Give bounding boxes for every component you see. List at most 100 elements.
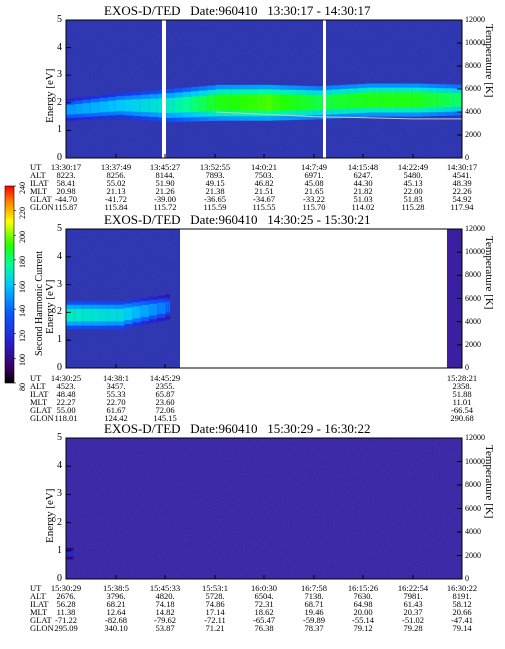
panel-2-table-cell: 2358. (452, 381, 472, 391)
panel-2-table-cell: 72.06 (155, 405, 175, 415)
band-segment (264, 94, 274, 111)
panel-3-table-cell: 4820. (155, 591, 175, 601)
panel-3-table-cell: 16:7:58 (301, 583, 327, 593)
panel-2-row-label: GLAT (30, 405, 52, 415)
panel-2-ytick-label: 2 (57, 306, 62, 318)
panel-3-table-cell: 5728. (205, 591, 225, 601)
band-segment (66, 104, 75, 115)
panel-1-row-label: ALT (30, 170, 46, 180)
band-segment (149, 303, 158, 316)
colorbar-tick-label: 140 (18, 305, 27, 318)
panel-3-table-cell: 20.66 (452, 607, 472, 617)
panel-3-table-cell: -79.62 (154, 615, 176, 625)
band-segment (437, 92, 447, 108)
band-segment (340, 93, 350, 109)
panel-3-table-cell: 2676. (56, 591, 76, 601)
panel-3-y2tick-label: 4000 (465, 527, 481, 536)
panel-3-row-label: GLON (30, 623, 54, 633)
panel-1-ytick-label: 4 (57, 41, 62, 53)
panel-3-table-cell: 19.46 (304, 607, 324, 617)
colorbar-tick-label: 240 (18, 182, 27, 194)
panel-3-row-label: MLT (30, 607, 48, 617)
band-segment (124, 307, 134, 320)
band-segment (389, 92, 398, 108)
panel-1-table-cell: 20.98 (56, 186, 76, 196)
band-segment (99, 308, 109, 322)
band-segment (167, 301, 169, 313)
panel-3-table-cell: 78.37 (304, 623, 324, 633)
band-segment (116, 308, 125, 322)
band-segment (248, 94, 257, 111)
panel-3-plot (65, 437, 463, 580)
panel-3-table-cell: 71.21 (205, 623, 225, 633)
panel-1-ytick-label: 2 (57, 96, 62, 108)
band-segment (124, 99, 134, 112)
panel-3-table-cell: 7630. (353, 591, 373, 601)
panel-1-y2tick-label: 4000 (465, 107, 481, 116)
panel-3-table-cell: -51.02 (402, 615, 424, 625)
panel-1-table-cell: 21.65 (304, 186, 324, 196)
band-segment (66, 308, 75, 322)
panel-2-table-cell: 3457. (106, 381, 126, 391)
band-segment (168, 301, 170, 313)
band-segment (297, 95, 307, 111)
colorbar-tick-label: 200 (18, 231, 27, 244)
band-segment (374, 92, 383, 108)
panel-1-table-cell: 21.13 (106, 186, 126, 196)
panel-1-table-cell: 55.02 (106, 178, 126, 188)
panel-2-table-cell: 14:30:25 (50, 373, 82, 383)
panel-2-table-cell: 61.67 (106, 405, 126, 415)
colorbar-tick-label: 220 (18, 206, 27, 219)
band-segment (405, 92, 414, 108)
panel-1-table-cell: -34.67 (253, 194, 275, 204)
panel-1-table-cell: 14:7:49 (301, 162, 327, 172)
panel-1-title: EXOS-D/TED Date:960410 13:30:17 - 14:30:… (104, 3, 371, 18)
band-segment (82, 103, 92, 114)
panel-3-table-cell: 11.38 (56, 607, 76, 617)
panel-1-gap-1 (162, 20, 166, 158)
panel-2-y2tick-label: 10000 (465, 247, 485, 257)
panel-2-ytick-label: 0 (57, 362, 62, 373)
band-segment (223, 94, 233, 111)
band-segment (115, 99, 125, 112)
panel-1-table-cell: 21.82 (353, 186, 373, 196)
panel-3-table-cell: 15:45:33 (149, 583, 181, 593)
panel-2-table-cell: 11.01 (452, 397, 472, 407)
band-segment (313, 95, 324, 111)
colorbar-tick-label: 80 (18, 383, 27, 391)
panel-1-table-cell: 117.94 (450, 202, 474, 212)
band-segment (207, 95, 216, 112)
panel-3-ylabel: Energy [eV] (44, 488, 56, 543)
panel-1-table-cell: -41.72 (105, 194, 127, 204)
band-segment (322, 94, 332, 110)
band-segment (90, 102, 100, 113)
panel-1-table-cell: 114.02 (351, 202, 375, 212)
panel-1-table-cell: 54.92 (452, 194, 472, 204)
panel-2-y2tick-label: 6000 (465, 293, 481, 303)
panel-2-table-cell: -66.54 (451, 405, 473, 415)
band-segment (256, 94, 265, 111)
panel-3-ytick-label: 2 (57, 516, 62, 528)
panel-2-ytick-label: 4 (57, 250, 62, 262)
panel-1-table-cell: 6971. (304, 170, 324, 180)
band-segment (182, 96, 192, 113)
panel-2-band (66, 294, 171, 330)
band-segment (149, 98, 159, 113)
panel-1-table-cell: 14:22:49 (397, 162, 429, 172)
panel-2-ytick-label: 3 (57, 278, 62, 290)
panel-3-ytick-label: 3 (57, 488, 62, 500)
panel-1-table-cell: 13:30:17 (50, 162, 82, 172)
panel-2-row-label: UT (30, 373, 42, 383)
panel-2-table-cell: 124.42 (104, 413, 128, 423)
colorbar (4, 185, 15, 384)
panel-2-table-cell: 48.48 (56, 389, 76, 399)
axis-ticks (14, 19, 463, 580)
panel-3-table-cell: 15:30:29 (50, 583, 82, 593)
panel-1-y2tick-label: 10000 (465, 38, 485, 47)
panel-1-table-cell: 21.26 (155, 186, 175, 196)
panel-3-table-cell: 76.38 (254, 623, 274, 633)
panel-3-table-cell: 79.28 (403, 623, 423, 633)
panel-2-y2tick-label: 2000 (465, 339, 481, 349)
band-segment (166, 301, 169, 313)
band-segment (140, 305, 150, 317)
